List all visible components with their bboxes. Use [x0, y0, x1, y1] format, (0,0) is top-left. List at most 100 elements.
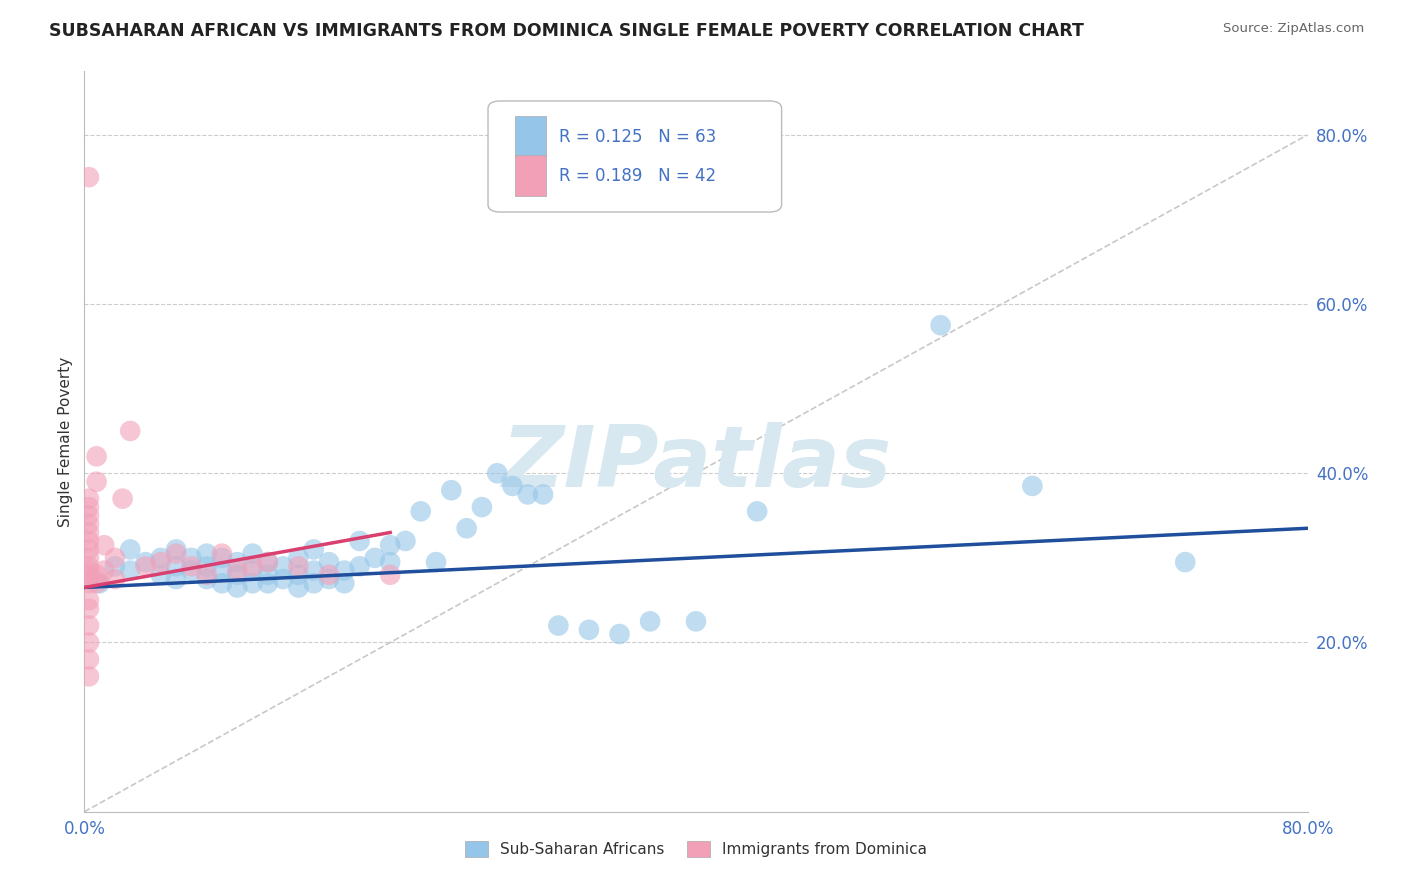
Point — [149, 550, 172, 565]
Point — [226, 555, 249, 569]
Point — [333, 576, 356, 591]
Point — [149, 555, 172, 569]
Point — [349, 559, 371, 574]
Point — [1021, 479, 1043, 493]
Point — [180, 550, 202, 565]
Point — [349, 533, 371, 548]
Point — [287, 581, 309, 595]
Point — [471, 500, 494, 515]
Point — [318, 555, 340, 569]
Point — [211, 576, 233, 591]
FancyBboxPatch shape — [488, 101, 782, 212]
Point — [380, 538, 402, 552]
Text: R = 0.189   N = 42: R = 0.189 N = 42 — [560, 168, 716, 186]
Point — [93, 564, 115, 578]
Point — [226, 567, 249, 582]
Text: ZIPatlas: ZIPatlas — [501, 422, 891, 505]
Point — [77, 652, 100, 666]
Point — [747, 504, 769, 518]
Point — [135, 555, 157, 569]
Point — [165, 559, 187, 574]
Point — [242, 559, 264, 574]
Point — [195, 559, 218, 574]
Point — [77, 593, 100, 607]
Point — [104, 559, 127, 574]
Point — [77, 500, 100, 515]
Point — [77, 508, 100, 523]
Point — [180, 564, 202, 578]
Point — [226, 581, 249, 595]
Point — [77, 576, 100, 591]
Point — [271, 559, 294, 574]
Point — [685, 615, 707, 629]
Point — [440, 483, 463, 498]
Point — [409, 504, 432, 518]
Point — [77, 601, 100, 615]
Point — [77, 516, 100, 531]
FancyBboxPatch shape — [515, 116, 546, 156]
Point — [226, 564, 249, 578]
Point — [135, 559, 157, 574]
Point — [609, 627, 631, 641]
Text: Source: ZipAtlas.com: Source: ZipAtlas.com — [1223, 22, 1364, 36]
Point — [77, 170, 100, 185]
Point — [242, 547, 264, 561]
Y-axis label: Single Female Poverty: Single Female Poverty — [58, 357, 73, 526]
Point — [77, 567, 100, 582]
Point — [929, 318, 952, 333]
Point — [211, 547, 233, 561]
Point — [211, 550, 233, 565]
Point — [257, 567, 280, 582]
Point — [77, 669, 100, 683]
Point — [77, 559, 100, 574]
Point — [104, 550, 127, 565]
Point — [380, 555, 402, 569]
Point — [1174, 555, 1197, 569]
Point — [165, 547, 187, 561]
Point — [516, 487, 538, 501]
Point — [257, 555, 280, 569]
Point — [333, 564, 356, 578]
Point — [111, 491, 134, 506]
Legend: Sub-Saharan Africans, Immigrants from Dominica: Sub-Saharan Africans, Immigrants from Do… — [458, 835, 934, 863]
Point — [287, 550, 309, 565]
Point — [257, 555, 280, 569]
Point — [165, 572, 187, 586]
FancyBboxPatch shape — [515, 155, 546, 195]
Point — [242, 564, 264, 578]
Point — [93, 538, 115, 552]
Point — [380, 567, 402, 582]
Point — [195, 567, 218, 582]
Point — [578, 623, 600, 637]
Point — [86, 450, 108, 464]
Point — [89, 576, 111, 591]
Point — [77, 572, 100, 586]
Point — [364, 550, 387, 565]
Point — [287, 567, 309, 582]
Point — [502, 479, 524, 493]
Point — [271, 572, 294, 586]
Point — [195, 572, 218, 586]
Text: SUBSAHARAN AFRICAN VS IMMIGRANTS FROM DOMINICA SINGLE FEMALE POVERTY CORRELATION: SUBSAHARAN AFRICAN VS IMMIGRANTS FROM DO… — [49, 22, 1084, 40]
Point — [77, 550, 100, 565]
Point — [456, 521, 478, 535]
Point — [104, 572, 127, 586]
Point — [149, 567, 172, 582]
Point — [195, 547, 218, 561]
Point — [77, 525, 100, 540]
Point — [547, 618, 569, 632]
Point — [531, 487, 554, 501]
Text: R = 0.125   N = 63: R = 0.125 N = 63 — [560, 128, 716, 145]
Point — [77, 491, 100, 506]
Point — [77, 635, 100, 649]
Point — [120, 542, 142, 557]
Point — [302, 576, 325, 591]
Point — [425, 555, 447, 569]
Point — [318, 567, 340, 582]
Point — [77, 564, 100, 578]
Point — [180, 559, 202, 574]
Point — [318, 572, 340, 586]
Point — [638, 615, 661, 629]
Point — [120, 564, 142, 578]
Point — [77, 542, 100, 557]
